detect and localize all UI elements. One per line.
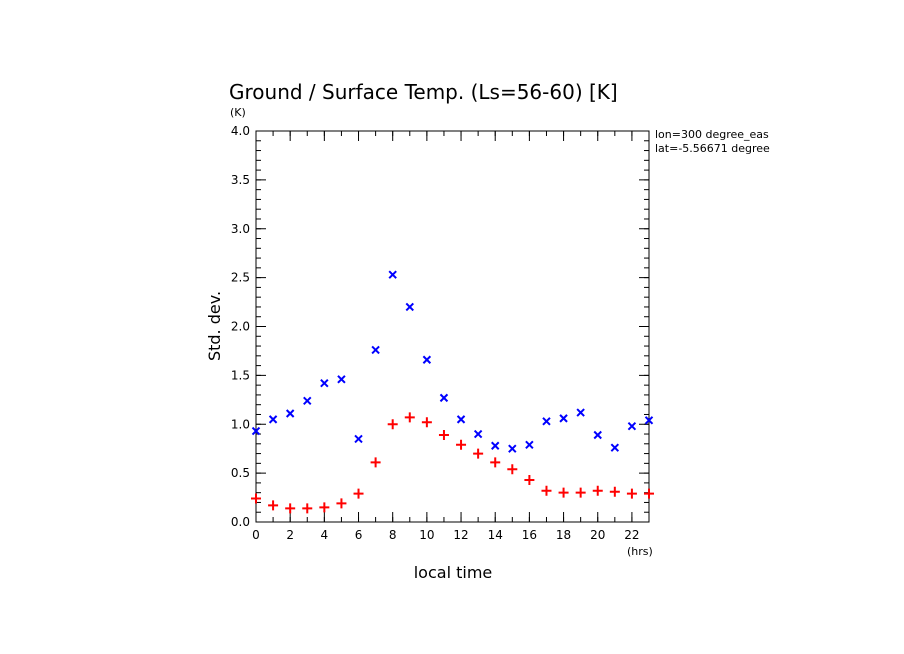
data-point xyxy=(337,375,346,384)
data-point xyxy=(353,488,364,499)
data-point xyxy=(456,439,467,450)
annotation-lat: lat=-5.56671 degree xyxy=(655,142,770,155)
data-point xyxy=(285,409,295,418)
x-tick-label: 14 xyxy=(488,528,503,542)
data-point xyxy=(541,485,552,496)
data-point xyxy=(251,493,261,504)
marks-layer xyxy=(251,270,654,514)
data-point xyxy=(524,474,535,485)
data-point xyxy=(405,302,414,312)
data-point xyxy=(610,443,620,452)
x-tick-label: 2 xyxy=(286,528,294,542)
data-point xyxy=(491,441,500,450)
data-point xyxy=(336,498,347,509)
data-point xyxy=(507,464,518,475)
x-tick-label: 0 xyxy=(252,528,260,542)
y-tick-label: 3.5 xyxy=(231,173,250,187)
y-axis-label: Std. dev. xyxy=(205,291,224,361)
data-point xyxy=(438,430,449,441)
data-point xyxy=(627,421,637,431)
y-tick-label: 0.0 xyxy=(231,515,250,529)
data-point xyxy=(303,396,312,405)
series-1 xyxy=(251,412,654,514)
x-tick-label: 6 xyxy=(355,528,363,542)
data-point xyxy=(268,415,278,424)
x-tick-label: 16 xyxy=(522,528,537,542)
data-point xyxy=(508,444,517,453)
data-point xyxy=(285,503,296,514)
series-0 xyxy=(251,270,654,453)
x-tick-label: 10 xyxy=(419,528,434,542)
data-point xyxy=(404,412,415,423)
data-point xyxy=(473,448,484,459)
x-axis-label: local time xyxy=(414,563,493,582)
data-point xyxy=(542,417,551,426)
data-point xyxy=(626,488,637,499)
y-unit-label: (K) xyxy=(230,106,246,119)
x-unit-label: (hrs) xyxy=(627,545,653,558)
y-tick-label: 4.0 xyxy=(231,124,250,138)
data-point xyxy=(644,416,654,425)
data-point xyxy=(559,414,568,423)
x-tick-label: 18 xyxy=(556,528,571,542)
y-tick-label: 2.0 xyxy=(231,320,250,334)
data-point xyxy=(473,429,483,439)
data-point xyxy=(320,378,329,388)
data-point xyxy=(439,393,449,403)
y-tick-label: 1.5 xyxy=(231,368,250,382)
data-point xyxy=(268,500,279,511)
data-point xyxy=(319,502,330,513)
data-point xyxy=(302,503,313,514)
x-tick-label: 8 xyxy=(389,528,397,542)
data-point xyxy=(576,408,585,417)
data-point xyxy=(575,487,586,498)
data-point xyxy=(456,415,466,424)
data-point xyxy=(592,485,603,496)
data-point xyxy=(558,487,569,498)
data-point xyxy=(354,434,363,444)
y-tick-label: 1.0 xyxy=(231,417,250,431)
data-point xyxy=(388,270,397,279)
data-point xyxy=(371,345,380,355)
x-tick-label: 12 xyxy=(453,528,468,542)
data-point xyxy=(251,426,261,436)
data-point xyxy=(421,417,432,428)
chart-title: Ground / Surface Temp. (Ls=56-60) [K] xyxy=(229,80,618,104)
x-tick-label: 20 xyxy=(590,528,605,542)
annotation-lon: lon=300 degree_eas xyxy=(655,128,769,141)
x-tick-label: 4 xyxy=(321,528,329,542)
y-tick-label: 2.5 xyxy=(231,271,250,285)
x-tick-label: 22 xyxy=(624,528,639,542)
data-point xyxy=(525,440,534,449)
data-point xyxy=(370,457,381,468)
plot-frame xyxy=(255,130,650,523)
data-point xyxy=(644,488,654,499)
data-point xyxy=(490,457,501,468)
y-tick-label: 0.5 xyxy=(231,466,250,480)
axes-layer: 0 2 4 6 8 10 12 14 16 18 20 22 0.0 0.5 1.0 1.5 2.0 2.5 3.0… xyxy=(231,124,650,542)
y-tick-label: 3.0 xyxy=(231,222,250,236)
data-point xyxy=(593,430,602,440)
data-point xyxy=(609,486,620,497)
data-point xyxy=(387,419,398,430)
data-point xyxy=(422,355,432,364)
